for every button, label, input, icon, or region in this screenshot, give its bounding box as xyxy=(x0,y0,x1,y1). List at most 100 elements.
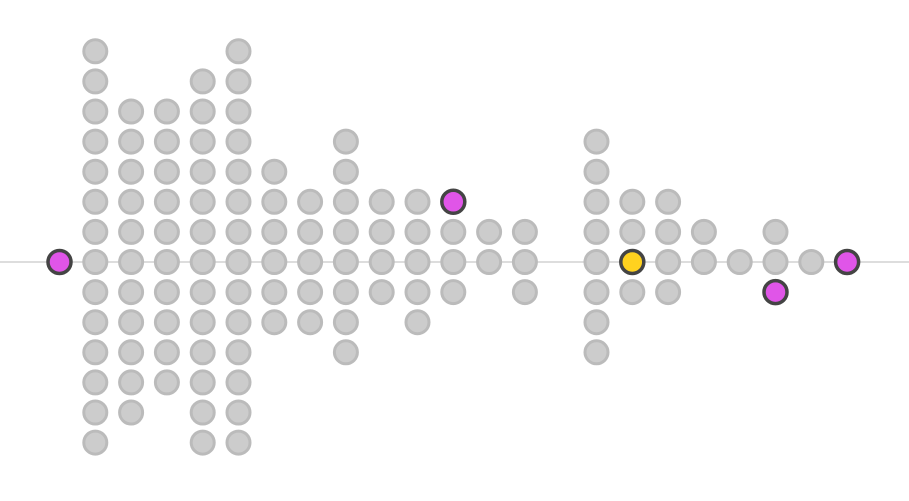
data-point xyxy=(82,399,109,426)
data-point xyxy=(153,369,180,396)
data-point xyxy=(118,369,145,396)
data-point xyxy=(261,218,288,245)
data-point xyxy=(225,309,252,336)
data-point xyxy=(261,279,288,306)
data-point xyxy=(690,249,717,275)
data-point xyxy=(368,218,395,245)
data-point xyxy=(404,279,431,306)
data-point xyxy=(225,339,252,366)
data-point xyxy=(511,218,538,245)
data-point xyxy=(297,279,324,306)
data-point xyxy=(82,68,109,95)
data-point xyxy=(82,98,109,125)
data-point xyxy=(440,249,467,275)
data-point xyxy=(82,249,109,275)
data-point xyxy=(82,38,109,65)
data-point xyxy=(189,249,216,275)
data-point xyxy=(404,188,431,215)
data-point xyxy=(118,218,145,245)
data-point xyxy=(297,218,324,245)
data-point xyxy=(189,429,216,456)
data-point xyxy=(118,158,145,185)
data-point xyxy=(225,98,252,125)
data-point xyxy=(118,188,145,215)
data-point xyxy=(118,399,145,426)
data-point xyxy=(189,68,216,95)
data-point xyxy=(82,279,109,306)
data-point xyxy=(332,218,359,245)
data-point xyxy=(368,188,395,215)
data-point xyxy=(118,309,145,336)
data-point xyxy=(82,158,109,185)
data-point xyxy=(619,218,646,245)
data-point xyxy=(297,249,324,275)
data-point xyxy=(189,399,216,426)
data-point xyxy=(655,249,682,275)
data-point xyxy=(440,218,467,245)
data-point xyxy=(583,218,610,245)
data-point xyxy=(297,188,324,215)
data-point xyxy=(225,128,252,155)
data-point xyxy=(153,158,180,185)
data-point xyxy=(583,158,610,185)
data-point xyxy=(332,158,359,185)
data-point xyxy=(153,128,180,155)
data-point xyxy=(655,188,682,215)
data-point xyxy=(726,249,753,275)
data-point xyxy=(189,98,216,125)
data-point xyxy=(118,98,145,125)
data-point xyxy=(332,188,359,215)
data-point xyxy=(655,279,682,306)
data-point xyxy=(153,98,180,125)
data-point xyxy=(332,339,359,366)
data-point xyxy=(404,309,431,336)
data-point xyxy=(189,128,216,155)
data-point xyxy=(225,429,252,456)
highlighted-point xyxy=(440,188,467,216)
data-point xyxy=(261,158,288,185)
data-point xyxy=(332,279,359,306)
data-point xyxy=(153,188,180,215)
data-point xyxy=(476,218,503,245)
data-point xyxy=(583,309,610,336)
data-point xyxy=(118,279,145,306)
data-point xyxy=(404,249,431,275)
highlighted-point xyxy=(762,278,789,306)
data-point xyxy=(82,309,109,336)
data-point xyxy=(189,188,216,215)
data-point xyxy=(153,279,180,306)
data-point xyxy=(153,218,180,245)
data-point xyxy=(153,249,180,275)
data-point xyxy=(404,218,431,245)
data-point xyxy=(332,309,359,336)
data-point xyxy=(583,249,610,275)
data-point xyxy=(261,249,288,275)
data-point xyxy=(189,279,216,306)
data-point xyxy=(225,279,252,306)
data-point xyxy=(189,309,216,336)
data-point xyxy=(619,279,646,306)
data-point xyxy=(225,218,252,245)
data-point xyxy=(332,249,359,275)
data-point xyxy=(368,249,395,275)
data-point xyxy=(368,279,395,306)
data-point xyxy=(225,188,252,215)
data-point xyxy=(261,309,288,336)
data-point xyxy=(511,279,538,306)
data-point xyxy=(583,339,610,366)
data-point xyxy=(118,339,145,366)
data-point xyxy=(476,249,503,275)
data-point xyxy=(118,249,145,275)
data-point xyxy=(189,218,216,245)
data-point xyxy=(332,128,359,155)
data-point xyxy=(762,249,789,275)
data-point xyxy=(690,218,717,245)
data-point xyxy=(153,309,180,336)
data-point xyxy=(583,188,610,215)
data-point xyxy=(82,128,109,155)
data-point xyxy=(225,68,252,95)
data-point xyxy=(225,158,252,185)
highlighted-point xyxy=(619,248,646,276)
data-point xyxy=(583,279,610,306)
